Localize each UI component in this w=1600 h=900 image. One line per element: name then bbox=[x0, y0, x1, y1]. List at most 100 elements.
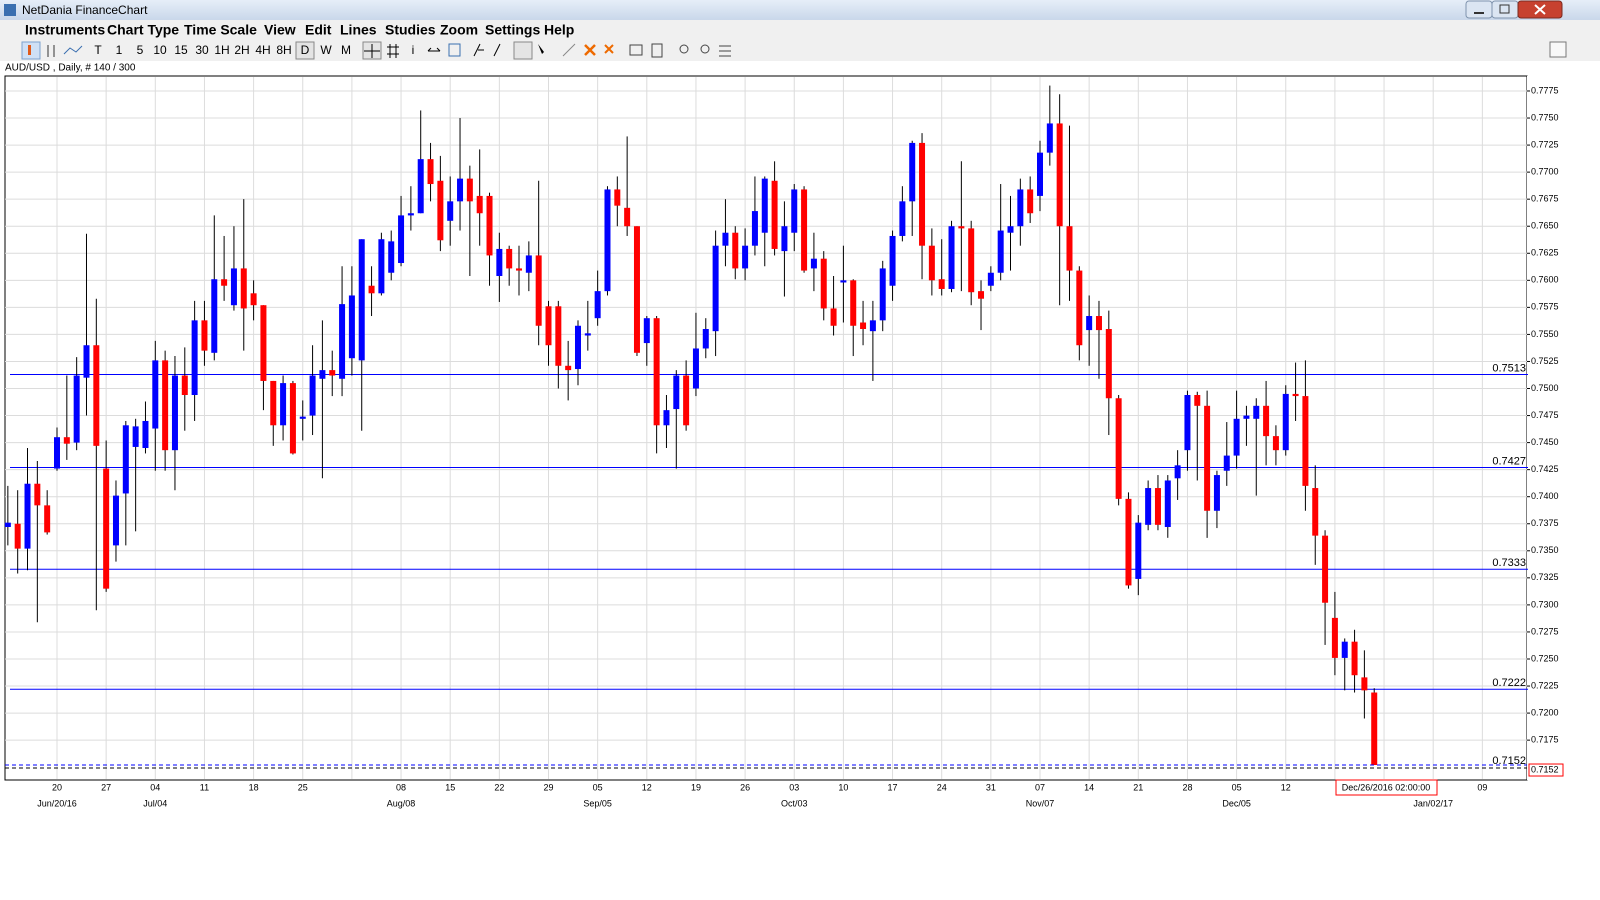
toolbar-button[interactable]: 4H bbox=[255, 43, 270, 57]
toolbar-button[interactable]: i bbox=[412, 43, 415, 57]
candle-body bbox=[653, 318, 660, 426]
last-price-label: 0.7152 bbox=[1492, 755, 1526, 767]
toolbar-button[interactable]: D bbox=[301, 43, 310, 57]
scroll-tool[interactable] bbox=[427, 47, 441, 52]
line-tool[interactable] bbox=[63, 45, 83, 55]
zoom-out-tool[interactable] bbox=[700, 44, 710, 54]
y-tick-label: 0.7225 bbox=[1531, 680, 1559, 690]
y-tick-label: 0.7500 bbox=[1531, 383, 1559, 393]
y-tick-label: 0.7375 bbox=[1531, 518, 1559, 528]
toolbar-button[interactable]: 30 bbox=[195, 43, 209, 57]
candle-body bbox=[132, 426, 139, 447]
candle-body bbox=[1371, 692, 1378, 766]
candle-body bbox=[663, 410, 670, 426]
x-tick-label: 25 bbox=[298, 782, 308, 792]
x-tick-label: 20 bbox=[52, 782, 62, 792]
candle-body bbox=[1351, 641, 1358, 676]
candle-body bbox=[211, 279, 218, 353]
fit-tool[interactable] bbox=[719, 45, 731, 57]
candle-body bbox=[24, 483, 31, 549]
volume-tool[interactable] bbox=[448, 43, 461, 57]
candle-body bbox=[309, 375, 316, 416]
preview-tool[interactable] bbox=[651, 43, 663, 58]
menu-item[interactable]: Zoom bbox=[440, 22, 478, 38]
toolbar-button[interactable]: M bbox=[341, 43, 351, 57]
candle-body bbox=[565, 365, 572, 371]
x-tick-label: 09 bbox=[1477, 782, 1487, 792]
candle-body bbox=[1243, 415, 1250, 419]
toolbar-button[interactable]: 10 bbox=[153, 43, 167, 57]
toolbar-button[interactable]: 8H bbox=[276, 43, 291, 57]
minimize-button[interactable] bbox=[1465, 0, 1493, 19]
toolbar-button[interactable]: 2H bbox=[234, 43, 249, 57]
price-marker-label: 0.7152 bbox=[1531, 764, 1559, 774]
y-tick-label: 0.7675 bbox=[1531, 194, 1559, 204]
toolbar-button[interactable]: W bbox=[320, 43, 332, 57]
y-tick-label: 0.7750 bbox=[1531, 112, 1559, 122]
toolbar-button[interactable]: 1H bbox=[214, 43, 229, 57]
candle-body bbox=[1135, 522, 1142, 579]
menu-item[interactable]: Studies bbox=[385, 22, 436, 38]
fib-tool[interactable] bbox=[513, 41, 533, 60]
x-tick-label: 18 bbox=[249, 782, 259, 792]
x-tick-label: 19 bbox=[691, 782, 701, 792]
candle-body bbox=[555, 306, 562, 366]
candle-body bbox=[791, 189, 798, 233]
menu-item[interactable]: Chart Type bbox=[107, 22, 179, 38]
candle-body bbox=[997, 230, 1004, 273]
x-tick-label: 17 bbox=[888, 782, 898, 792]
candle-body bbox=[545, 306, 552, 346]
candle-body bbox=[712, 245, 719, 332]
candle-body bbox=[958, 226, 965, 229]
candle-body bbox=[73, 375, 80, 443]
candle-body bbox=[1184, 395, 1191, 451]
candle-body bbox=[191, 320, 198, 396]
draw-tools[interactable] bbox=[473, 43, 501, 57]
menu-item[interactable]: Settings bbox=[485, 22, 540, 38]
x-group-label: Jun/20/16 bbox=[37, 798, 77, 808]
delete-tool[interactable] bbox=[584, 44, 596, 56]
candle-body bbox=[299, 416, 306, 419]
toolbar-button[interactable]: T bbox=[94, 43, 102, 57]
restore-button[interactable] bbox=[1491, 0, 1519, 19]
candle-body bbox=[771, 180, 778, 249]
candle-body bbox=[840, 280, 847, 283]
candle-body bbox=[1204, 405, 1211, 511]
menu-item[interactable]: Help bbox=[544, 22, 574, 38]
zoom-in-tool[interactable] bbox=[679, 44, 689, 54]
x-group-label: Aug/08 bbox=[387, 798, 416, 808]
menu-item[interactable]: Lines bbox=[340, 22, 377, 38]
candle-body bbox=[1037, 152, 1043, 196]
menu-item[interactable]: Time Scale bbox=[184, 22, 257, 38]
candle-body bbox=[1115, 398, 1122, 499]
print-tool[interactable] bbox=[629, 44, 643, 56]
candle-body bbox=[909, 142, 916, 202]
candle-body bbox=[437, 180, 444, 241]
toolbar-button[interactable]: 5 bbox=[137, 43, 144, 57]
candle-body bbox=[103, 468, 110, 589]
toolbar-button[interactable]: 15 bbox=[174, 43, 188, 57]
candle-body bbox=[201, 320, 208, 351]
menu-item[interactable]: Edit bbox=[305, 22, 332, 38]
menu-item[interactable]: Instruments bbox=[25, 22, 105, 38]
grid-tool[interactable] bbox=[387, 44, 399, 58]
panel-toggle[interactable] bbox=[1549, 41, 1567, 58]
candle-body bbox=[152, 360, 159, 429]
candle-body bbox=[1007, 226, 1014, 233]
toolbar bbox=[0, 40, 1600, 61]
crosshair-box bbox=[1335, 779, 1438, 796]
candle-body bbox=[54, 437, 60, 469]
pointer-tool[interactable] bbox=[538, 44, 544, 54]
pen-tool[interactable] bbox=[562, 43, 576, 57]
delete-all-tool[interactable] bbox=[604, 44, 614, 54]
x-tick-label: 27 bbox=[101, 782, 111, 792]
candle-body bbox=[1056, 123, 1063, 227]
active-timescale bbox=[295, 41, 315, 60]
toolbar-button[interactable]: 1 bbox=[116, 43, 123, 57]
menu-item[interactable]: View bbox=[264, 22, 296, 38]
y-tick-label: 0.7550 bbox=[1531, 329, 1559, 339]
candle-body bbox=[742, 245, 749, 269]
x-group-label: Jul/04 bbox=[143, 798, 167, 808]
bar-tool[interactable] bbox=[47, 45, 55, 57]
candle-body bbox=[447, 201, 454, 221]
